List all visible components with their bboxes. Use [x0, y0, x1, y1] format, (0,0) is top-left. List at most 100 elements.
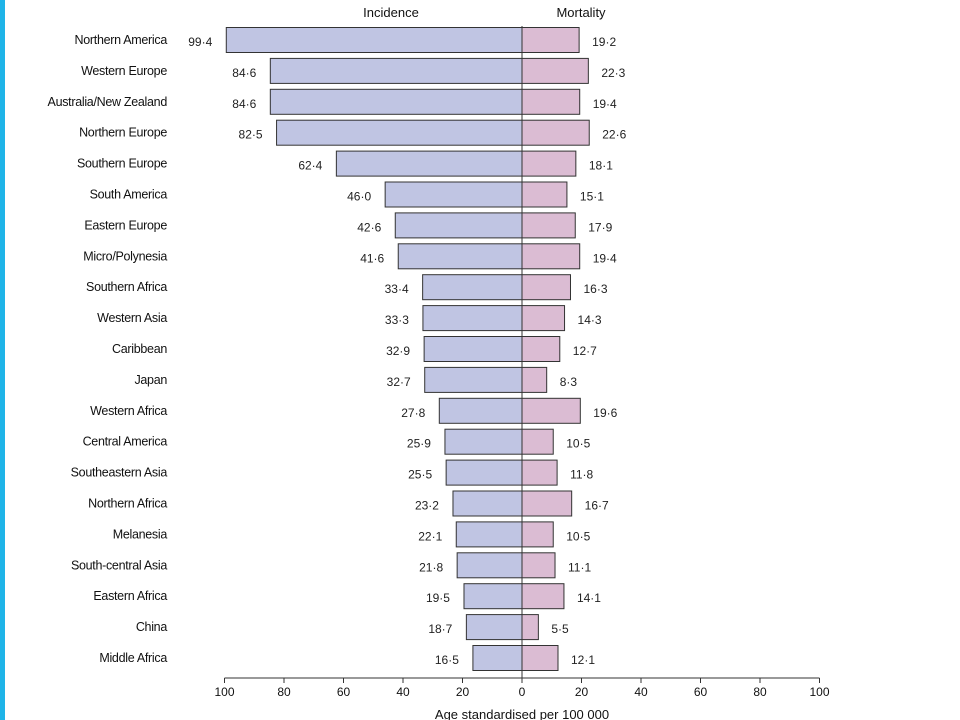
mortality-bar	[521, 305, 566, 332]
chart-row: Northern Europe 82·5 22·6	[79, 119, 627, 146]
incidence-value-label: 25·5	[408, 468, 432, 482]
incidence-bar	[455, 521, 523, 548]
chart-row: South America 46·0 15·1	[90, 181, 604, 208]
category-label: Japan	[134, 373, 167, 387]
chart-row: Eastern Africa 19·5 14·1	[93, 583, 601, 610]
x-tick-label: 80	[277, 685, 291, 699]
incidence-value-label: 19·5	[426, 591, 450, 605]
chart-rows: Northern America 99·4 19·2 Western Europe 84…	[48, 27, 627, 671]
incidence-value-label: 33·3	[385, 313, 409, 327]
mortality-value-label: 19·4	[593, 251, 617, 265]
x-tick-label: 100	[214, 685, 234, 699]
incidence-bar	[384, 181, 523, 208]
incidence-value-label: 62·4	[298, 159, 322, 173]
mortality-bar	[521, 212, 576, 239]
mortality-header: Mortality	[556, 5, 606, 20]
incidence-bar	[394, 212, 523, 239]
category-label: South-central Asia	[71, 558, 167, 572]
chart-row: Western Africa 27·8 19·6	[90, 397, 618, 424]
incidence-value-label: 32·7	[387, 375, 411, 389]
incidence-value-label: 42·6	[357, 220, 381, 234]
category-label: Western Europe	[81, 64, 167, 78]
incidence-value-label: 33·4	[385, 282, 409, 296]
incidence-value-label: 22·1	[418, 529, 442, 543]
chart-row: Western Asia 33·3 14·3	[97, 305, 602, 332]
incidence-value-label: 84·6	[232, 97, 256, 111]
chart-row: Melanesia 22·1 10·5	[113, 521, 591, 548]
x-tick-label: 60	[694, 685, 708, 699]
x-axis: 100 80 60 40 20 0 20 40 60 80 100	[214, 26, 830, 699]
incidence-value-label: 25·9	[407, 437, 431, 451]
category-label: Western Africa	[90, 404, 167, 418]
incidence-bar	[438, 397, 523, 424]
mortality-bar	[521, 57, 589, 84]
mortality-bar	[521, 490, 573, 517]
mortality-bar	[521, 583, 565, 610]
x-tick-label: 20	[456, 685, 470, 699]
chart-row: Eastern Europe 42·6 17·9	[84, 212, 613, 239]
chart-row: Northern Africa 23·2 16·7	[88, 490, 609, 517]
mortality-value-label: 22·6	[602, 128, 626, 142]
mortality-value-label: 8·3	[560, 375, 578, 389]
mortality-bar	[521, 119, 590, 146]
mortality-value-label: 15·1	[580, 190, 604, 204]
incidence-bar	[423, 336, 523, 362]
incidence-value-label: 99·4	[188, 35, 212, 49]
mortality-bar	[521, 552, 556, 579]
mortality-value-label: 18·1	[589, 159, 613, 173]
chart-row: Western Europe 84·6 22·3	[81, 57, 626, 84]
x-tick-label: 80	[753, 685, 767, 699]
chart-row: Southern Europe 62·4 18·1	[77, 150, 613, 177]
incidence-value-label: 23·2	[415, 499, 439, 513]
category-label: Caribbean	[112, 342, 167, 356]
incidence-bar	[225, 27, 523, 53]
mortality-value-label: 19·4	[593, 97, 617, 111]
chart-row: Central America 25·9 10·5	[83, 428, 591, 455]
incidence-value-label: 82·5	[239, 128, 263, 142]
incidence-bar	[269, 57, 523, 84]
category-label: Northern Europe	[79, 126, 167, 140]
category-label: Melanesia	[113, 527, 168, 541]
category-label: South America	[90, 188, 168, 202]
mortality-value-label: 12·1	[571, 653, 595, 667]
x-tick-label: 40	[396, 685, 410, 699]
category-label: Central America	[83, 435, 168, 449]
category-label: Micro/Polynesia	[83, 249, 167, 263]
chart-headers: Incidence Mortality	[363, 5, 606, 20]
x-tick-label: 0	[519, 685, 526, 699]
mortality-value-label: 22·3	[601, 66, 625, 80]
incidence-bar	[276, 119, 523, 146]
mortality-value-label: 16·3	[583, 282, 607, 296]
category-label: Eastern Europe	[84, 218, 167, 232]
incidence-bar	[422, 274, 523, 301]
chart-row: Australia/New Zealand 84·6 19·4	[48, 88, 617, 115]
mortality-value-label: 17·9	[588, 220, 612, 234]
category-label: Australia/New Zealand	[48, 95, 168, 109]
incidence-value-label: 21·8	[419, 560, 443, 574]
incidence-bar	[422, 305, 523, 332]
incidence-value-label: 32·9	[386, 344, 410, 358]
mortality-value-label: 16·7	[585, 499, 609, 513]
incidence-bar	[456, 552, 523, 579]
x-tick-label: 40	[634, 685, 648, 699]
mortality-bar	[521, 614, 539, 641]
incidence-bar	[472, 645, 523, 671]
mortality-bar	[521, 243, 581, 270]
incidence-value-label: 84·6	[232, 66, 256, 80]
mortality-value-label: 14·1	[577, 591, 601, 605]
mortality-bar	[521, 27, 580, 53]
incidence-bar	[269, 88, 523, 115]
mortality-bar	[521, 336, 561, 362]
mortality-value-label: 11·1	[568, 560, 591, 574]
mortality-bar	[521, 274, 571, 301]
mortality-value-label: 12·7	[573, 344, 597, 358]
mortality-bar	[521, 397, 581, 424]
category-label: Middle Africa	[99, 651, 167, 665]
mortality-bar	[521, 645, 559, 671]
left-accent-border	[0, 0, 5, 720]
mortality-bar	[521, 181, 568, 208]
chart-row: Southern Africa 33·4 16·3	[86, 274, 608, 301]
mortality-bar	[521, 150, 577, 177]
incidence-value-label: 18·7	[428, 622, 452, 636]
x-tick-label: 100	[809, 685, 829, 699]
